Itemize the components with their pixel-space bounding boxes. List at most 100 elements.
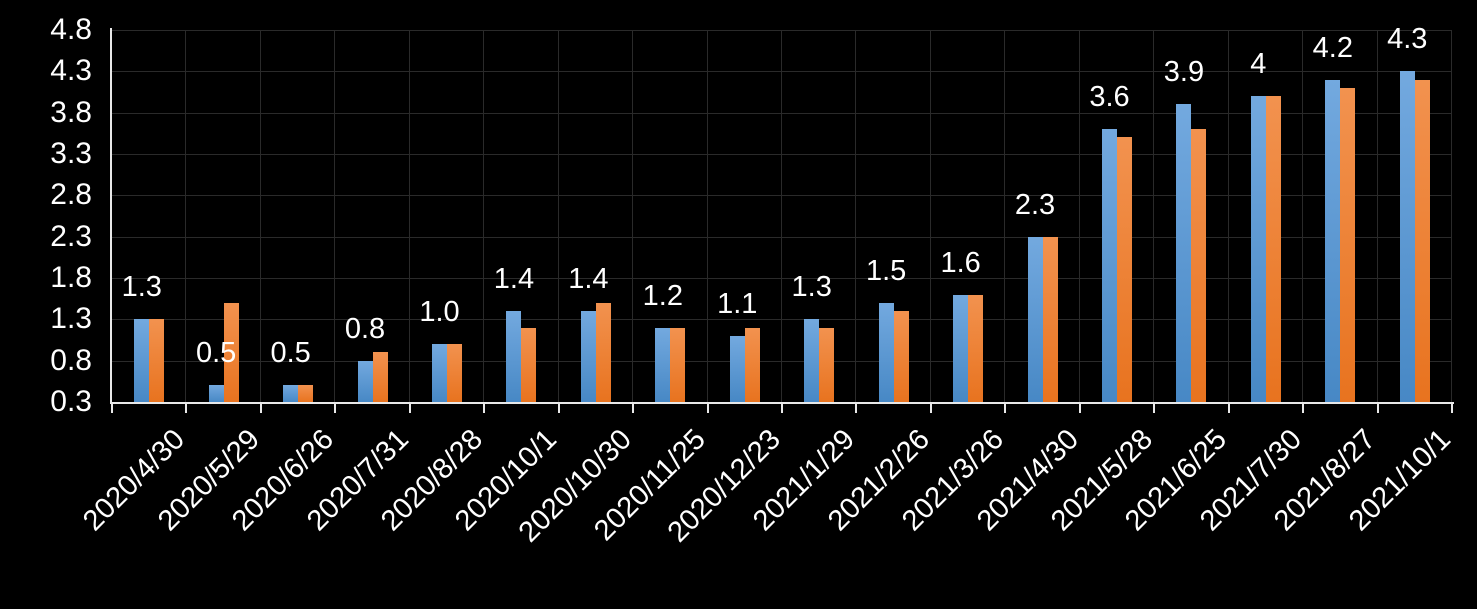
bar-series-orange [372,352,388,402]
bar-series-orange [1042,236,1058,402]
bar-series-orange [968,294,984,402]
bar-data-label: 3.9 [1163,56,1205,89]
vertical-gridline [334,30,336,402]
bar-series-orange [447,344,462,402]
bar-data-label: 1.3 [121,271,162,304]
y-axis-tick-label: 1.3 [50,302,92,336]
bar-series-blue [283,385,299,402]
y-axis-tick-label: 3.3 [50,137,92,170]
bar-data-label: 1.4 [568,263,609,296]
bar-series-blue [432,344,447,402]
vertical-gridline [706,30,708,402]
x-axis-tick [1153,404,1156,413]
y-axis-tick-label: 4.8 [50,13,92,46]
bar-series-blue [357,360,373,402]
y-axis-tick-label: 2.3 [50,219,92,253]
x-axis-line [110,402,1454,404]
x-axis-tick [1078,404,1081,413]
bar-series-blue [953,294,969,402]
bar-data-label: 1.4 [493,263,535,296]
horizontal-gridline [112,195,1452,197]
bar-series-blue [1399,71,1415,402]
vertical-gridline [1302,30,1304,402]
horizontal-gridline [112,154,1452,155]
x-axis-tick [929,404,932,413]
horizontal-gridline [112,71,1452,73]
bar-data-label: 3.6 [1089,81,1130,114]
bar-data-label: 1.2 [642,279,683,312]
bar-series-blue [208,385,224,402]
vertical-gridline [855,30,857,402]
bar-series-blue [1102,129,1117,402]
vertical-gridline [1078,30,1080,402]
bar-data-label: 1.1 [717,287,758,320]
bar-data-label: 1.6 [940,246,981,279]
bar-series-orange [670,327,686,402]
vertical-gridline [557,30,559,402]
bar-data-label: 1.0 [419,296,460,329]
y-axis-tick-label: 3.8 [50,95,92,129]
x-axis-tick [632,404,635,413]
bar-series-blue [1027,236,1043,402]
y-axis-tick-label: 0.8 [50,343,92,377]
x-axis-tick [706,404,709,413]
bar-series-blue [729,335,745,402]
vertical-gridline [929,30,931,402]
bar-series-orange [298,385,314,402]
bar-series-blue [580,311,596,402]
vertical-gridline [1376,30,1378,402]
y-axis-tick-label: 4.3 [50,54,92,88]
y-axis-tick-label: 2.8 [50,178,92,212]
vertical-gridline [408,30,410,402]
bar-series-orange [223,302,239,402]
horizontal-gridline [112,30,1452,31]
bar-series-blue [506,311,522,402]
vertical-gridline [185,30,187,402]
x-axis-tick [111,404,113,413]
horizontal-gridline [112,360,1452,362]
horizontal-gridline [112,112,1452,114]
bar-data-label: 1.3 [791,271,832,304]
bar-series-blue [1176,104,1192,402]
bar-series-orange [149,319,165,402]
bar-data-label: 4 [1250,48,1267,81]
vertical-gridline [259,30,261,402]
x-axis-tick [855,404,858,413]
bar-series-orange [1265,96,1281,402]
bar-chart: 1.3 0.5 0.5 0.8 1.0 1.4 1.4 1.2 1.1 1.3 1.5 1.6 2.3 3… [50,13,1457,549]
horizontal-gridline [112,236,1452,238]
bar-data-label: 2.3 [1014,188,1056,221]
horizontal-gridline [112,319,1452,321]
y-axis-line [110,28,112,404]
bar-series-orange [893,311,909,402]
bar-series-blue [804,319,820,402]
bar-data-label: 0.5 [270,337,311,370]
vertical-gridline [1451,30,1452,402]
bar-series-blue [134,319,150,402]
bar-series-blue [878,302,894,402]
bar-data-label: 1.5 [865,254,907,287]
x-axis-tick [1004,404,1007,413]
x-axis-tick [1451,404,1453,413]
x-axis-tick [1227,404,1230,413]
bar-series-orange [744,327,760,402]
bar-series-orange [595,302,611,402]
bar-data-label: 4.2 [1312,31,1353,64]
x-axis-tick [259,404,262,413]
bar-series-orange [819,327,835,402]
x-axis-tick [334,404,337,413]
vertical-gridline [1227,30,1229,402]
bar-data-label: 0.5 [195,337,237,370]
horizontal-gridline [112,278,1452,279]
x-axis-tick [483,404,486,413]
x-axis-tick [408,404,411,413]
x-axis-tick [781,404,783,413]
vertical-gridline [1004,30,1006,402]
vertical-gridline [1153,30,1155,402]
bar-series-orange [1117,137,1132,402]
bar-series-blue [1325,79,1341,402]
bar-series-orange [1414,79,1430,402]
y-axis-tick-label: 1.8 [50,261,92,294]
vertical-gridline [781,30,782,402]
vertical-gridline [632,30,634,402]
